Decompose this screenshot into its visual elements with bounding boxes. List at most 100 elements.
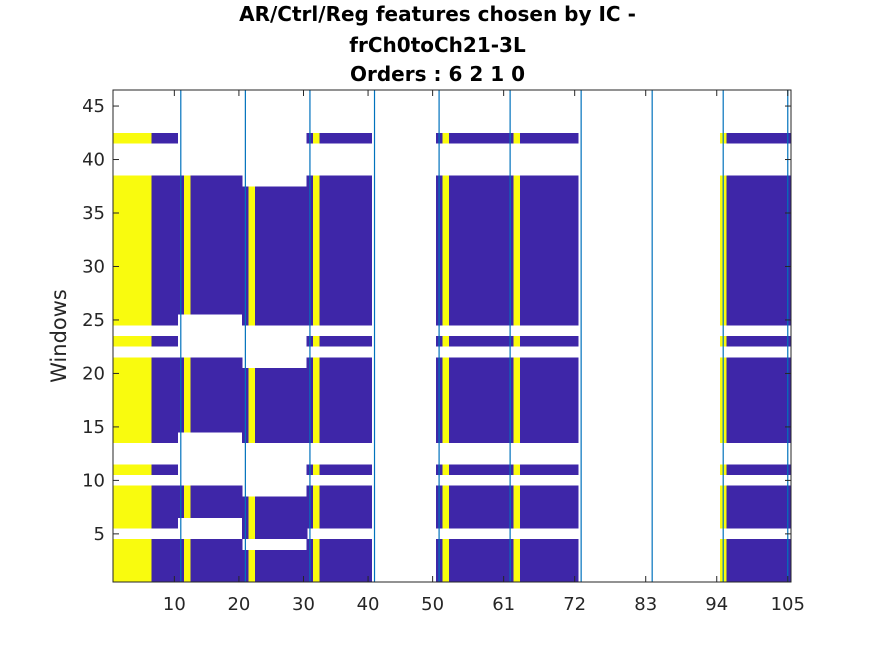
heatmap-cell: [319, 485, 327, 529]
heatmap-cell: [171, 357, 179, 443]
heatmap-cell: [203, 485, 211, 518]
heatmap-cell: [300, 496, 308, 540]
heatmap-cell: [778, 485, 786, 529]
heatmap-cell: [752, 132, 760, 144]
heatmap-cell: [752, 336, 760, 347]
heatmap-cell: [196, 357, 204, 433]
heatmap-cell: [222, 175, 230, 315]
heatmap-cell: [339, 539, 347, 582]
heatmap-cell: [500, 485, 508, 529]
heatmap-cell: [216, 485, 224, 518]
heatmap-cell: [209, 539, 217, 582]
heatmap-cell: [752, 539, 760, 582]
heatmap-cell: [125, 336, 133, 347]
x-tick-label: 94: [705, 594, 728, 615]
heatmap-cell: [351, 464, 359, 476]
heatmap-cell: [332, 132, 340, 144]
heatmap-cell: [145, 357, 153, 443]
heatmap-cell: [481, 336, 489, 347]
heatmap-cell: [151, 336, 159, 347]
heatmap-cell: [778, 336, 786, 347]
heatmap-cell: [267, 496, 276, 540]
heatmap-cell: [481, 357, 489, 443]
heatmap-cell: [448, 357, 456, 443]
heatmap-cell: [345, 485, 353, 529]
heatmap-cell: [442, 539, 450, 582]
heatmap-cell: [261, 549, 269, 582]
heatmap-cell: [739, 485, 747, 529]
heatmap-cell: [345, 539, 353, 582]
heatmap-cell: [752, 464, 760, 476]
heatmap-cell: [732, 132, 740, 144]
heatmap-cell: [571, 485, 579, 529]
heatmap-cell: [332, 175, 340, 326]
heatmap-cell: [493, 539, 502, 582]
heatmap-cell: [487, 539, 495, 582]
heatmap-cell: [158, 175, 166, 326]
heatmap-cell: [539, 464, 547, 476]
heatmap-cell: [158, 357, 166, 443]
heatmap-cell: [474, 336, 482, 347]
heatmap-cell: [552, 357, 560, 443]
heatmap-cell: [274, 549, 282, 582]
heatmap-cell: [500, 336, 508, 347]
heatmap-cell: [487, 132, 495, 144]
heatmap-cell: [125, 539, 133, 582]
heatmap-cell: [739, 539, 747, 582]
heatmap-cell: [565, 464, 573, 476]
heatmap-cell: [455, 464, 463, 476]
heatmap-cell: [442, 357, 450, 443]
heatmap-cell: [326, 539, 334, 582]
heatmap-cell: [500, 357, 508, 443]
heatmap-cell: [739, 336, 747, 347]
heatmap-cell: [351, 132, 359, 144]
heatmap-cell: [313, 336, 321, 347]
heatmap-cell: [138, 464, 146, 476]
heatmap-cell: [113, 539, 121, 582]
heatmap-cell: [364, 485, 372, 529]
heatmap-cell: [732, 485, 740, 529]
heatmap-cell: [745, 464, 753, 476]
heatmap-cell: [455, 175, 463, 326]
y-tick-label: 5: [94, 524, 105, 545]
heatmap-cell: [545, 175, 553, 326]
heatmap-cell: [229, 175, 237, 315]
heatmap-cell: [752, 485, 760, 529]
heatmap-cell: [493, 336, 502, 347]
heatmap-cell: [125, 357, 133, 443]
heatmap-cell: [293, 186, 301, 326]
heatmap-cell: [119, 485, 127, 529]
heatmap-cell: [474, 539, 482, 582]
heatmap-cell: [248, 368, 256, 443]
heatmap-cell: [448, 485, 456, 529]
x-tick-label: 20: [227, 594, 250, 615]
heatmap-cell: [758, 132, 766, 144]
heatmap-cell: [765, 464, 773, 476]
heatmap-cell: [267, 549, 276, 582]
heatmap-cell: [552, 336, 560, 347]
heatmap-cell: [119, 357, 127, 443]
heatmap-cell: [203, 357, 211, 433]
heatmap-cell: [138, 175, 146, 326]
heatmap-cell: [151, 539, 159, 582]
heatmap-cell: [461, 485, 469, 529]
heatmap-cell: [771, 464, 779, 476]
heatmap-cell: [125, 464, 133, 476]
heatmap-cell: [765, 357, 773, 443]
heatmap-cell: [267, 186, 276, 326]
heatmap-cell: [532, 464, 540, 476]
heatmap-cell: [113, 464, 121, 476]
heatmap-cell: [442, 464, 450, 476]
heatmap-cell: [442, 485, 450, 529]
heatmap-cell: [332, 357, 340, 443]
heatmap-cell: [287, 186, 295, 326]
heatmap-cell: [771, 357, 779, 443]
heatmap-cell: [345, 336, 353, 347]
heatmap-cell: [171, 175, 179, 326]
heatmap-cell: [778, 357, 786, 443]
heatmap-cell: [319, 357, 327, 443]
heatmap-cell: [468, 464, 476, 476]
heatmap-cell: [519, 336, 527, 347]
heatmap-cell: [171, 336, 179, 347]
heatmap-cell: [196, 485, 204, 518]
